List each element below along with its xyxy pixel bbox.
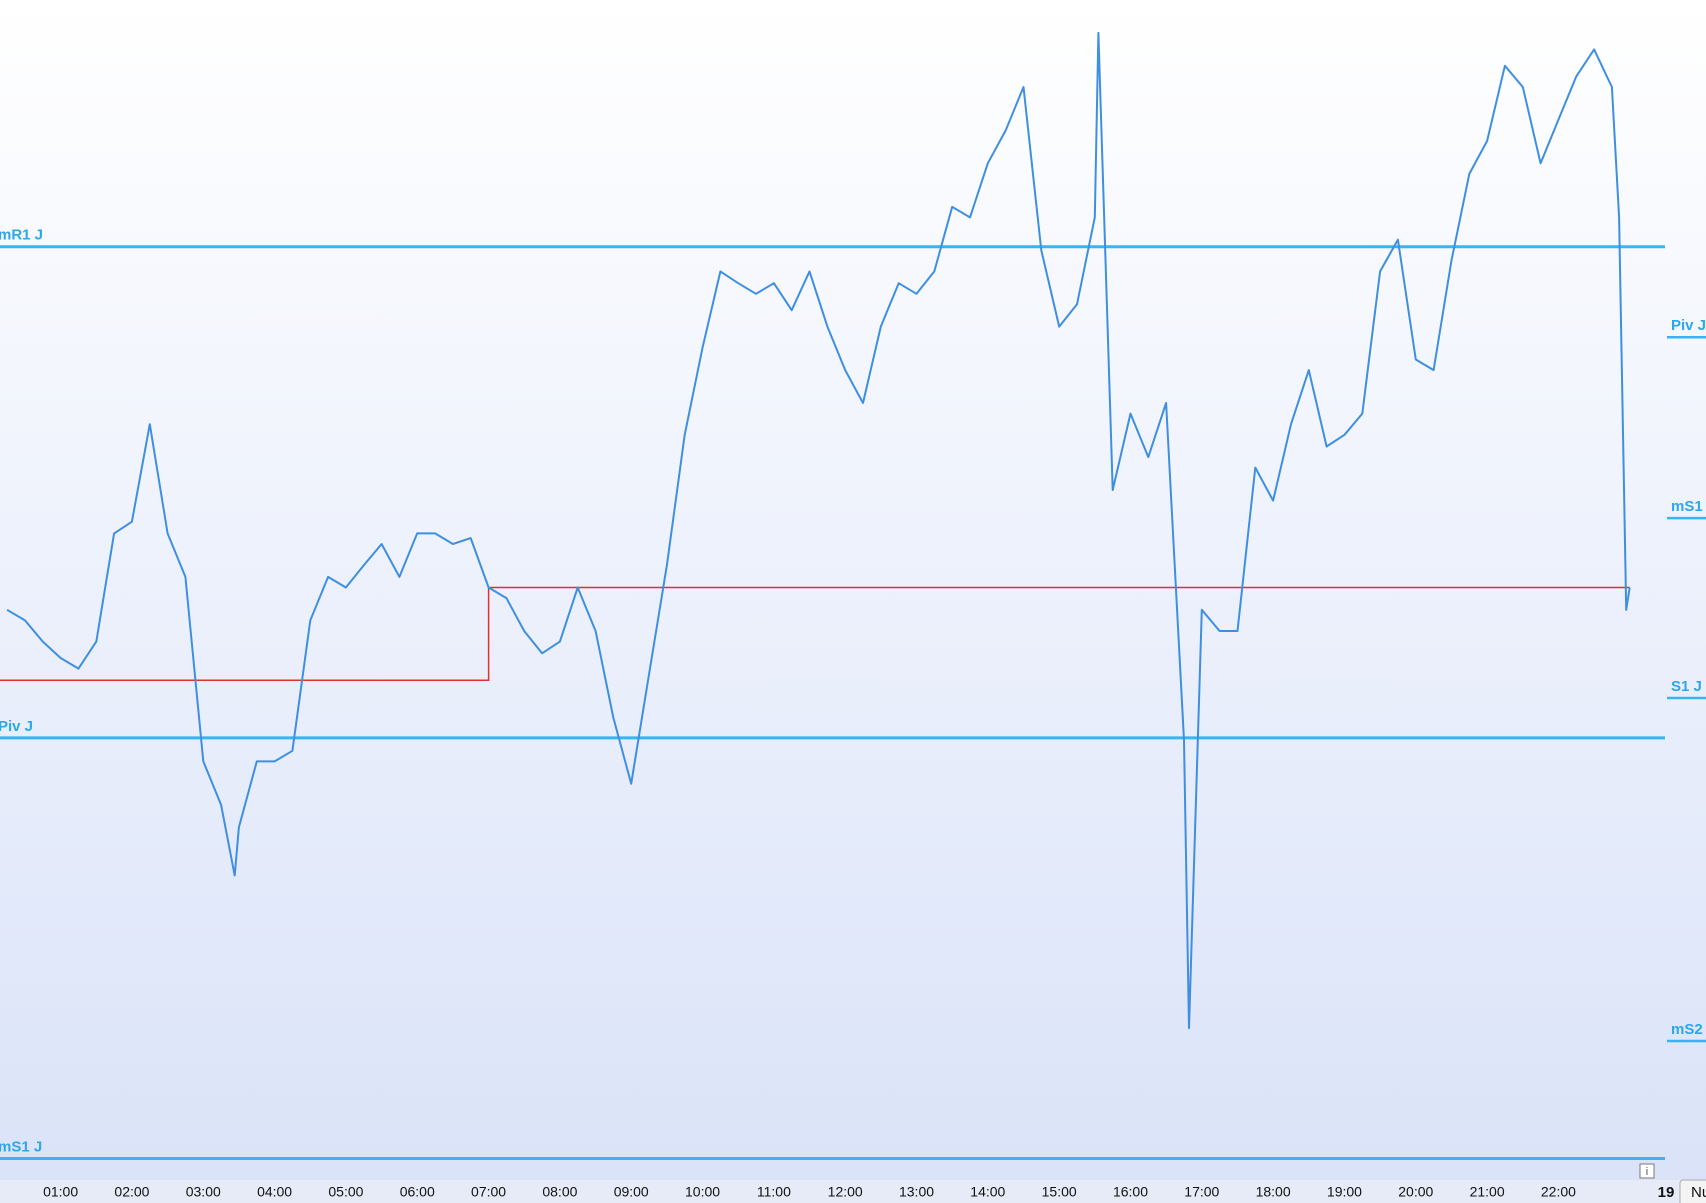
x-tick-label: 12:00 — [828, 1184, 863, 1200]
x-tick-label: 19:00 — [1327, 1184, 1362, 1200]
pivot-label: mS1 — [1671, 498, 1703, 515]
reference-line — [0, 586, 1630, 682]
x-tick-label: 15:00 — [1042, 1184, 1077, 1200]
x-tick-label: 20:00 — [1398, 1184, 1433, 1200]
x-tick-label: 14:00 — [970, 1184, 1005, 1200]
info-glyph: i — [1646, 1166, 1648, 1178]
button-label: Nu — [1691, 1184, 1706, 1201]
x-tick-label: 07:00 — [471, 1184, 506, 1200]
pivot-label: S1 J — [1671, 678, 1702, 695]
pivot-label: mS1 J — [0, 1139, 42, 1156]
date-label: 19 — [1658, 1184, 1675, 1201]
x-tick-label: 10:00 — [685, 1184, 720, 1200]
x-tick-label: 01:00 — [43, 1184, 78, 1200]
pivot-label: Piv J — [0, 718, 33, 735]
button[interactable] — [1679, 1179, 1706, 1203]
x-tick-label: 16:00 — [1113, 1184, 1148, 1200]
time-axis-strip — [0, 1180, 1706, 1203]
pivot-label: mS2 — [1671, 1021, 1703, 1038]
x-tick-label: 13:00 — [899, 1184, 934, 1200]
x-tick-label: 09:00 — [614, 1184, 649, 1200]
x-tick-label: 22:00 — [1541, 1184, 1576, 1200]
price-line — [6, 31, 1631, 1030]
pivot-label: Piv J — [1671, 317, 1706, 334]
x-tick-label: 21:00 — [1470, 1184, 1505, 1200]
x-tick-label: 08:00 — [542, 1184, 577, 1200]
pivot-label: mR1 J — [0, 227, 43, 244]
x-tick-label: 05:00 — [328, 1184, 363, 1200]
x-tick-label: 03:00 — [186, 1184, 221, 1200]
x-tick-label: 02:00 — [114, 1184, 149, 1200]
x-tick-label: 17:00 — [1184, 1184, 1219, 1200]
info-icon[interactable] — [1639, 1163, 1655, 1179]
x-tick-label: 06:00 — [400, 1184, 435, 1200]
x-tick-label: 04:00 — [257, 1184, 292, 1200]
x-tick-label: 11:00 — [757, 1184, 791, 1200]
x-tick-label: 18:00 — [1256, 1184, 1291, 1200]
